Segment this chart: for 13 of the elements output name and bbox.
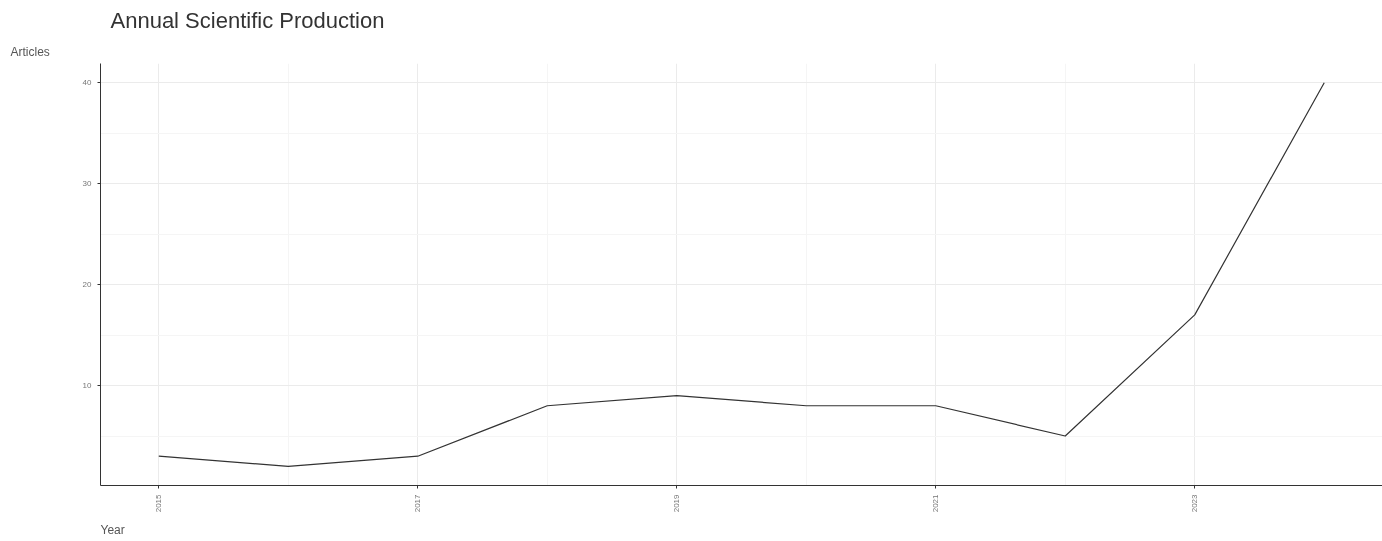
chart-title: Annual Scientific Production [110,7,385,33]
x-tick-label: 2023 [1190,493,1200,513]
y-tick-label: 30 [82,179,93,189]
x-tick-label: 2019 [672,493,682,513]
x-tick-label: 2021 [931,493,941,513]
x-axis-title: Year [100,522,125,537]
x-tick-label: 2017 [413,493,423,513]
y-tick-label: 20 [82,280,93,290]
y-tick-label: 40 [82,78,93,88]
y-tick-label: 10 [82,381,93,391]
line-series [158,82,1325,467]
x-tick-label: 2015 [154,493,164,513]
y-axis-title: Articles [10,44,50,59]
